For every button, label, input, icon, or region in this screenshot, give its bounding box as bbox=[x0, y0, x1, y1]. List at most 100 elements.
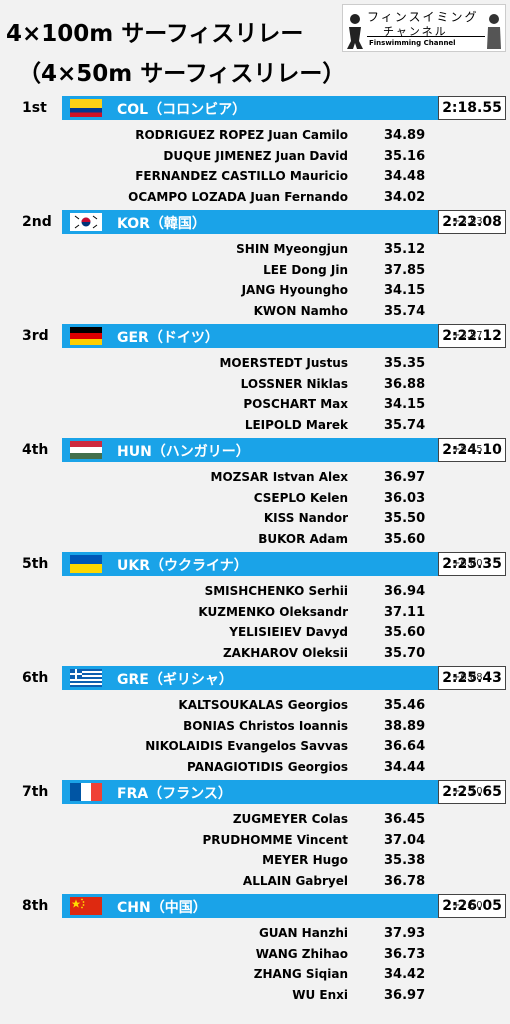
split-time: 35.74 bbox=[384, 417, 426, 433]
swimmer-row: LOSSNER Niklas 36.88 bbox=[0, 375, 510, 397]
time-difference: +5.55 bbox=[452, 444, 483, 455]
swimmer-row: KWON Namho 35.74 bbox=[0, 302, 510, 324]
swimmer-row: SMISHCHENKO Serhii 36.94 bbox=[0, 582, 510, 604]
split-time: 37.85 bbox=[384, 262, 426, 278]
rank-label: 1st bbox=[22, 100, 47, 116]
split-time: 35.74 bbox=[384, 303, 426, 319]
team-header-bar: UKR（ウクライナ） 2:25.35 bbox=[62, 552, 506, 576]
swimmer-name: ZHANG Siqian bbox=[253, 967, 348, 981]
team-header-bar: GRE（ギリシャ） 2:25.43 bbox=[62, 666, 506, 690]
swimmer-row: SHIN Myeongjun 35.12 bbox=[0, 240, 510, 262]
swimmer-row: DUQUE JIMENEZ Juan David 35.16 bbox=[0, 147, 510, 169]
swimmer-name: BUKOR Adam bbox=[258, 531, 348, 546]
swimmer-name: KUZMENKO Oleksandr bbox=[198, 604, 348, 619]
team-header-bar: COL（コロンビア） 2:18.55 bbox=[62, 96, 506, 120]
swimmer-row: YELISIEIEV Davyd 35.60 bbox=[0, 623, 510, 645]
swimmer-name: LEE Dong Jin bbox=[263, 262, 348, 277]
rank-label: 3rd bbox=[22, 328, 49, 344]
split-time: 37.11 bbox=[384, 604, 426, 620]
swimmer-row: RODRIGUEZ ROPEZ Juan Camilo 34.89 bbox=[0, 126, 510, 148]
rank-label: 4th bbox=[22, 442, 49, 458]
swimmer-name: CSEPLO Kelen bbox=[253, 490, 348, 505]
split-time: 34.89 bbox=[384, 128, 426, 143]
split-time: 35.35 bbox=[384, 356, 426, 371]
france-flag-icon bbox=[70, 783, 102, 801]
swimmer-row: GUAN Hanzhi 37.93 bbox=[0, 924, 510, 946]
team-header-bar: HUN（ハンガリー） 2:24.10 bbox=[62, 438, 506, 462]
germany-flag-icon bbox=[70, 327, 102, 345]
team-header-bar: KOR（韓国） 2:22.08 bbox=[62, 210, 506, 234]
swimmer-name: KWON Namho bbox=[253, 303, 348, 318]
split-time: 38.89 bbox=[384, 718, 426, 734]
rank-label: 6th bbox=[22, 670, 49, 686]
split-time: 34.02 bbox=[384, 189, 426, 205]
split-time: 36.88 bbox=[384, 376, 426, 392]
team-time: 2:18.55 bbox=[438, 96, 506, 120]
swimmer-name: PANAGIOTIDIS Georgios bbox=[187, 759, 348, 774]
swimmer-name: GUAN Hanzhi bbox=[258, 926, 348, 940]
time-difference: +7.50 bbox=[452, 900, 483, 911]
swimmer-name: KALTSOUKALAS Georgios bbox=[178, 698, 348, 712]
person-figure-icon bbox=[487, 14, 501, 49]
swimmer-row: LEE Dong Jin 37.85 bbox=[0, 261, 510, 283]
swimmer-name: MOERSTEDT Justus bbox=[219, 356, 348, 370]
swimmer-name: SHIN Myeongjun bbox=[236, 242, 348, 256]
split-time: 37.93 bbox=[384, 926, 426, 941]
logo-line2: チャンネル bbox=[383, 25, 448, 38]
swimmer-name: BONIAS Christos Ioannis bbox=[183, 718, 348, 733]
split-time: 36.97 bbox=[384, 470, 426, 485]
split-time: 34.15 bbox=[384, 283, 426, 298]
swimmer-row: CSEPLO Kelen 36.03 bbox=[0, 489, 510, 511]
team-block: 6th GRE（ギリシャ） 2:25.43 +6.88 KALTSOUKALAS Geo… bbox=[0, 666, 510, 775]
swimmer-name: SMISHCHENKO Serhii bbox=[204, 584, 348, 598]
time-difference: +6.88 bbox=[452, 672, 483, 683]
split-time: 36.03 bbox=[384, 490, 426, 506]
time-difference: +7.10 bbox=[452, 786, 483, 797]
swimmer-row: MOZSAR Istvan Alex 36.97 bbox=[0, 468, 510, 490]
swimmer-row: OCAMPO LOZADA Juan Fernando 34.02 bbox=[0, 188, 510, 210]
split-time: 35.70 bbox=[384, 645, 426, 661]
swimmer-row: WANG Zhihao 36.73 bbox=[0, 945, 510, 967]
colombia-flag-icon bbox=[70, 99, 102, 117]
swimmer-name: PRUDHOMME Vincent bbox=[202, 832, 348, 847]
korea-flag-icon bbox=[70, 213, 102, 231]
split-time: 34.44 bbox=[384, 759, 426, 775]
swimmer-row: WU Enxi 36.97 bbox=[0, 986, 510, 1008]
rank-label: 2nd bbox=[22, 214, 52, 230]
swimmer-row: BUKOR Adam 35.60 bbox=[0, 530, 510, 552]
team-block: 2nd KOR（韓国） 2:22.08 +3.53 SHIN Myeongjun 35.1… bbox=[0, 210, 510, 319]
swimmer-name: ALLAIN Gabryel bbox=[242, 873, 348, 888]
rank-label: 5th bbox=[22, 556, 49, 572]
swimmer-row: JANG Hyoungho 34.15 bbox=[0, 281, 510, 303]
split-time: 36.78 bbox=[384, 873, 426, 889]
swimmer-name: FERNANDEZ CASTILLO Mauricio bbox=[135, 169, 348, 183]
team-block: 5th UKR（ウクライナ） 2:25.35 +6.80 SMISHCHENKO Ser… bbox=[0, 552, 510, 661]
team-time: 2:26.05 bbox=[438, 894, 506, 918]
split-time: 36.73 bbox=[384, 946, 426, 962]
channel-logo: フィンスイミング チャンネル Finswimming Channel bbox=[342, 4, 506, 52]
swimmer-row: KUZMENKO Oleksandr 37.11 bbox=[0, 603, 510, 625]
country-name: UKR（ウクライナ） bbox=[117, 558, 248, 574]
swimmer-name: LEIPOLD Marek bbox=[244, 417, 348, 432]
hungary-flag-icon bbox=[70, 441, 102, 459]
swimmer-figure-icon bbox=[347, 14, 363, 49]
greece-flag-icon bbox=[70, 669, 102, 687]
split-time: 36.64 bbox=[384, 739, 426, 754]
swimmer-name: ZUGMEYER Colas bbox=[232, 812, 348, 826]
split-time: 35.50 bbox=[384, 511, 426, 526]
team-header-bar: CHN（中国） 2:26.05 bbox=[62, 894, 506, 918]
swimmer-name: WANG Zhihao bbox=[255, 946, 348, 961]
team-time: 2:25.43 bbox=[438, 666, 506, 690]
page-title: 4×100m サーフィスリレー bbox=[6, 21, 304, 47]
swimmer-row: PRUDHOMME Vincent 37.04 bbox=[0, 831, 510, 853]
swimmer-row: KALTSOUKALAS Georgios 35.46 bbox=[0, 696, 510, 718]
swimmer-name: KISS Nandor bbox=[263, 511, 348, 525]
swimmer-row: PANAGIOTIDIS Georgios 34.44 bbox=[0, 758, 510, 780]
team-time: 2:22.08 bbox=[438, 210, 506, 234]
time-difference: +3.57 bbox=[452, 330, 483, 341]
split-time: 36.94 bbox=[384, 584, 426, 599]
swimmer-name: MEYER Hugo bbox=[262, 853, 348, 867]
swimmer-name: OCAMPO LOZADA Juan Fernando bbox=[128, 189, 348, 204]
split-time: 35.60 bbox=[384, 625, 426, 640]
swimmer-row: ZUGMEYER Colas 36.45 bbox=[0, 810, 510, 832]
